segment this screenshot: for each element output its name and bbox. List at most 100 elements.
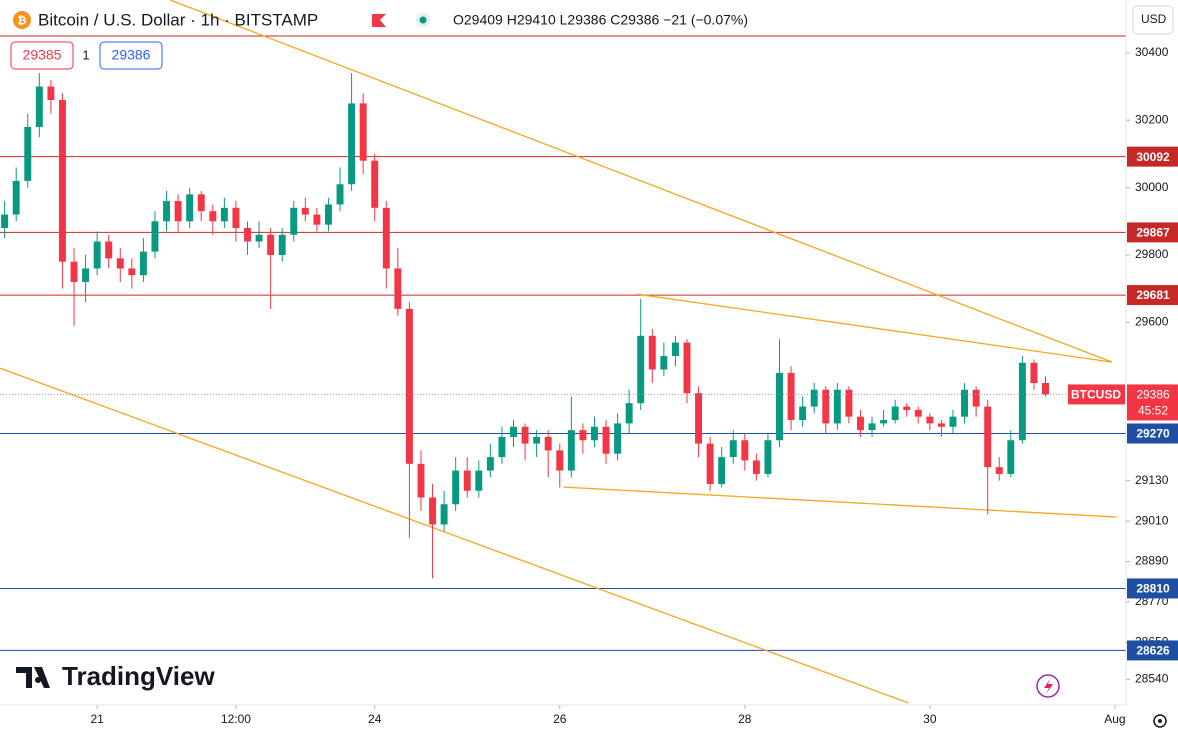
candle-body xyxy=(741,440,749,461)
candle-body xyxy=(336,184,344,205)
candle-body xyxy=(105,241,113,259)
candle-body xyxy=(903,406,911,410)
candle-body xyxy=(220,207,228,222)
candle-body xyxy=(521,426,529,444)
candle-body xyxy=(232,207,240,229)
lightning-button[interactable] xyxy=(1036,674,1060,698)
lightning-icon xyxy=(1044,679,1053,694)
candle-body xyxy=(93,241,101,269)
level-tag xyxy=(1127,578,1178,599)
x-tick-label: 24 xyxy=(368,712,382,726)
candle-body xyxy=(718,457,726,485)
candle-body xyxy=(24,126,32,181)
trendline xyxy=(636,293,1113,363)
candle-body xyxy=(856,416,864,431)
candle-body xyxy=(151,221,159,252)
bid-price: 29385 xyxy=(23,47,62,63)
candle-body xyxy=(35,86,43,127)
currency: USD xyxy=(1141,12,1167,26)
candle-body xyxy=(833,389,841,424)
candle-body xyxy=(475,470,483,491)
level-label: 29270 xyxy=(1136,427,1170,441)
candle-body xyxy=(163,201,171,222)
candle-body xyxy=(209,211,217,222)
candle-body xyxy=(267,234,275,255)
candle-body xyxy=(660,356,668,370)
candle-body xyxy=(429,497,437,525)
candle-body xyxy=(510,426,517,437)
candle-body xyxy=(637,335,645,404)
candle-body xyxy=(313,214,321,225)
candle-body xyxy=(648,335,656,370)
currency-button[interactable] xyxy=(1132,5,1174,35)
logo-glyph: ₿ xyxy=(18,15,27,27)
x-tick-label: 26 xyxy=(553,712,567,726)
buy-box[interactable] xyxy=(99,41,163,70)
candle-body xyxy=(371,160,379,208)
candle-body xyxy=(394,268,402,309)
sell-box[interactable] xyxy=(10,41,74,70)
candle-body xyxy=(290,207,298,235)
price-tag-label: 29386 xyxy=(1136,388,1170,402)
overlay: ₿ Bitcoin / U.S. Dollar · 1h · BITSTAMP … xyxy=(10,5,1174,728)
candle-body xyxy=(1018,362,1026,441)
symbol-tag xyxy=(1068,384,1125,405)
watermark-icon xyxy=(16,667,50,688)
candle-body xyxy=(255,234,263,242)
candle-body xyxy=(590,426,598,441)
settings-button[interactable] xyxy=(1153,714,1167,728)
candle-body xyxy=(995,467,1003,474)
candle-body xyxy=(706,443,714,485)
y-tick-label: 30000 xyxy=(1135,180,1169,194)
y-tick-label: 28540 xyxy=(1135,672,1169,686)
level-tag xyxy=(1127,146,1178,167)
trendline xyxy=(170,0,1113,363)
candle-body xyxy=(822,389,830,424)
level-label: 30092 xyxy=(1136,150,1170,164)
candle-body xyxy=(984,406,992,468)
candle-body xyxy=(301,207,309,215)
candle-body xyxy=(926,416,934,424)
ohlc-readout: O29409 H29410 L29386 C29386 −21 (−0.07%) xyxy=(453,12,748,28)
y-tick-label: 30400 xyxy=(1135,45,1169,59)
candle-body xyxy=(614,423,622,454)
candle-body xyxy=(359,103,367,161)
candle-body xyxy=(139,251,147,276)
candle-body xyxy=(197,194,205,212)
y-tick-label: 28890 xyxy=(1135,554,1169,568)
candle-body xyxy=(1042,382,1049,395)
quantity: 1 xyxy=(82,47,89,62)
flag-icon[interactable] xyxy=(372,14,386,27)
y-tick-label: 30200 xyxy=(1135,112,1169,126)
candle-body xyxy=(1007,440,1015,474)
candle-body xyxy=(12,180,20,215)
candle-body xyxy=(382,207,390,269)
plot-area xyxy=(0,0,1126,704)
level-tag xyxy=(1127,285,1178,306)
candle-body xyxy=(174,201,182,222)
status-dot xyxy=(419,16,427,24)
candle-body xyxy=(845,389,853,417)
ask-price: 29386 xyxy=(112,47,151,63)
level-tag xyxy=(1127,423,1178,444)
y-tick-label: 29130 xyxy=(1135,473,1169,487)
candle-body xyxy=(544,436,552,451)
x-tick-label: 28 xyxy=(738,712,752,726)
logo-icon xyxy=(13,11,31,29)
candle-body xyxy=(695,393,703,444)
trendline xyxy=(0,367,909,704)
candle-body xyxy=(58,100,66,262)
candle-body xyxy=(186,194,194,222)
candle-body xyxy=(729,440,737,458)
candle-body xyxy=(405,308,413,464)
symbol-title[interactable]: Bitcoin / U.S. Dollar · 1h · BITSTAMP xyxy=(38,10,318,29)
settings-icon xyxy=(1158,719,1162,723)
candle-body xyxy=(972,389,980,407)
candle-body xyxy=(776,372,783,441)
level-tag xyxy=(1127,640,1178,661)
candle-body xyxy=(764,440,772,474)
candle-body xyxy=(556,450,564,471)
x-tick-label: 21 xyxy=(90,712,104,726)
